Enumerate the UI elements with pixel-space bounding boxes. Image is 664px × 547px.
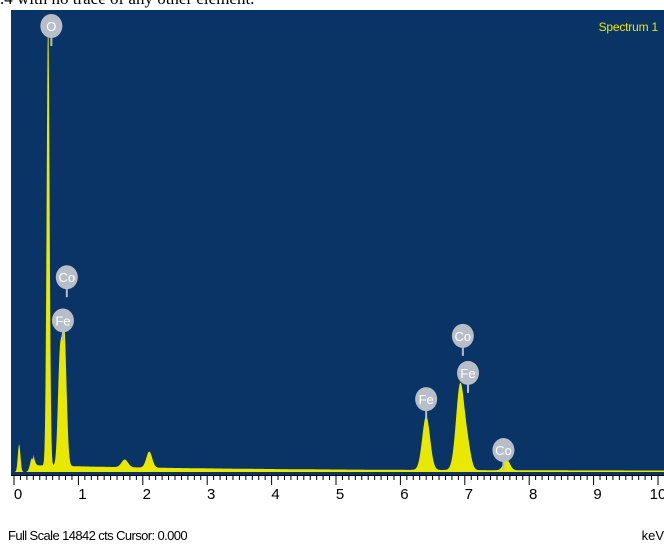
peak-label-co-1: Co — [55, 265, 78, 298]
x-tick-label-8: 8 — [529, 486, 537, 503]
svg-text:Fe: Fe — [55, 313, 70, 328]
x-tick-label-10: 10 — [650, 486, 664, 503]
axis-unit-label: keV — [641, 528, 664, 543]
caption-text: .4 with no trace of any other element. — [0, 0, 664, 10]
peak-label-fe-3: Fe — [415, 387, 438, 420]
x-tick-label-1: 1 — [78, 486, 86, 503]
x-tick-label-2: 2 — [143, 486, 151, 503]
peak-label-fe-2: Fe — [51, 308, 74, 341]
svg-text:Co: Co — [58, 270, 75, 285]
svg-text:Fe: Fe — [460, 366, 475, 381]
x-tick-label-3: 3 — [207, 486, 215, 503]
spectrum-plot[interactable]: O Co Fe Fe Co Fe Co Spectrum 1 — [11, 10, 664, 475]
svg-text:Co: Co — [455, 329, 472, 344]
status-bar: Full Scale 14842 cts Cursor: 0.000 — [8, 526, 664, 546]
x-tick-label-5: 5 — [336, 486, 344, 503]
peak-label-co-4: Co — [451, 323, 474, 356]
x-tick-label-6: 6 — [400, 486, 408, 503]
x-tick-label-9: 9 — [593, 486, 601, 503]
peak-label-fe-5: Fe — [457, 360, 480, 393]
svg-text:Co: Co — [495, 443, 512, 458]
peak-label-o-0: O — [40, 14, 63, 46]
x-tick-label-4: 4 — [271, 486, 279, 503]
spectrum-area — [14, 14, 664, 472]
spectrum-label: Spectrum 1 — [598, 20, 659, 34]
spectrum-svg: O Co Fe Fe Co Fe Co — [14, 14, 664, 472]
x-tick-label-0: 0 — [14, 486, 22, 503]
svg-text:Fe: Fe — [419, 392, 434, 407]
energy-axis: 0 1 2 3 4 5 6 7 8 9 10 — [11, 475, 664, 503]
full-scale-readout: Full Scale 14842 cts — [8, 528, 114, 543]
svg-text:O: O — [46, 19, 56, 34]
cursor-readout: Cursor: 0.000 — [116, 528, 188, 543]
peak-label-co-6: Co — [492, 438, 515, 471]
x-tick-label-7: 7 — [465, 486, 473, 503]
